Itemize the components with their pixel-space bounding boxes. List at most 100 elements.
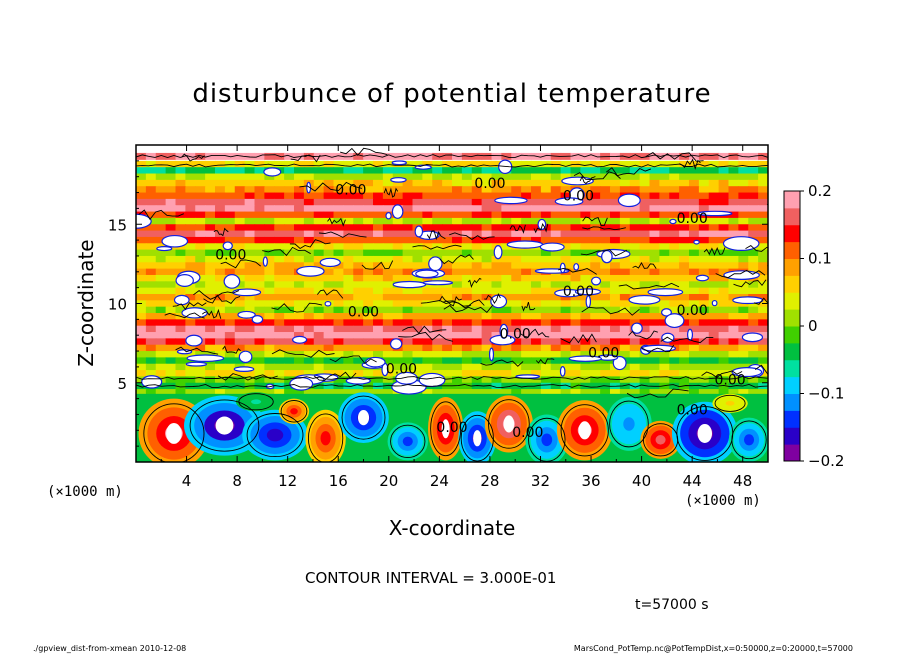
band-cell — [422, 338, 433, 346]
band-cell — [323, 293, 335, 301]
contour-label: 0.00 — [588, 346, 619, 362]
band-cell — [412, 167, 423, 175]
band-cell — [254, 268, 265, 276]
band-cell — [531, 205, 542, 213]
white-patch — [263, 167, 282, 177]
contour-line — [645, 152, 704, 162]
band-cell — [323, 306, 335, 314]
band-cell — [698, 293, 710, 301]
band-cell — [165, 255, 177, 263]
white-patch — [693, 239, 700, 245]
band-cell — [570, 152, 581, 160]
band-cell — [580, 249, 591, 257]
band-cell — [254, 281, 265, 289]
band-cell — [550, 274, 562, 282]
contour-line — [626, 388, 689, 399]
band-cell — [600, 262, 611, 270]
band-cell — [234, 389, 246, 397]
white-patch — [731, 367, 763, 378]
band-cell — [481, 344, 493, 352]
band-cell — [511, 325, 522, 333]
band-cell — [323, 224, 335, 232]
band-cell — [600, 186, 611, 194]
band-cell — [748, 192, 759, 200]
band-cell — [323, 179, 335, 187]
band-cell — [501, 262, 512, 270]
band-cell — [195, 363, 206, 371]
white-patch — [223, 274, 241, 289]
band-cell — [540, 319, 552, 327]
band-cell — [698, 306, 710, 314]
band-cell — [580, 236, 591, 244]
band-cell — [234, 268, 246, 276]
band-cell — [333, 186, 344, 194]
band-cell — [748, 160, 759, 168]
vortex-core — [697, 423, 713, 443]
band-cell — [698, 192, 710, 200]
band-cell — [442, 255, 453, 263]
white-patches — [136, 159, 765, 395]
contour-label: 0.00 — [474, 176, 505, 192]
band-cell — [521, 205, 532, 213]
band-cell — [659, 167, 670, 175]
band-cell — [303, 205, 315, 213]
band-cell — [392, 255, 404, 263]
band-cell — [758, 262, 768, 270]
band-cell — [432, 198, 443, 206]
band-cell — [412, 338, 423, 346]
band-cell — [590, 173, 601, 181]
band-cell — [412, 313, 423, 320]
band-cell — [274, 300, 285, 308]
contour-line — [606, 167, 652, 177]
band-cell — [689, 274, 700, 282]
band-cell — [373, 376, 384, 384]
band-cell — [175, 319, 186, 327]
band-cell — [758, 344, 768, 352]
band-cell — [452, 274, 463, 282]
band-cell — [679, 293, 690, 301]
band-cell — [234, 211, 246, 219]
band-cell — [550, 186, 562, 194]
band-cell — [323, 363, 335, 371]
band-cell — [649, 186, 660, 194]
band-cell — [155, 217, 167, 225]
band-cell — [521, 179, 532, 187]
colorbar-swatch — [784, 207, 800, 226]
band-cell — [679, 255, 690, 263]
band-cell — [718, 287, 730, 295]
band-cell — [294, 332, 305, 339]
band-cell — [353, 211, 364, 219]
band-cell — [580, 338, 591, 346]
band-cell — [442, 179, 453, 187]
band-cell — [540, 281, 552, 289]
band-cell — [195, 243, 206, 251]
band-cell — [540, 205, 552, 213]
band-cell — [373, 160, 384, 168]
band-cell — [610, 293, 621, 301]
band-cell — [659, 351, 670, 358]
band-cell — [511, 382, 522, 390]
band-cell — [728, 211, 739, 219]
band-cell — [264, 344, 275, 352]
band-cell — [284, 198, 295, 206]
band-cell — [580, 255, 591, 263]
band-cell — [254, 236, 265, 244]
band-cell — [521, 363, 532, 371]
band-cell — [452, 186, 463, 194]
contour-line — [582, 216, 608, 227]
band-cell — [175, 173, 186, 181]
band-cell — [550, 325, 562, 333]
band-cell — [728, 160, 739, 168]
band-cell — [649, 376, 660, 384]
band-cell — [432, 274, 443, 282]
colorbar-tick-label: 0.2 — [808, 182, 832, 200]
band-cell — [580, 167, 591, 175]
band-cell — [373, 389, 384, 397]
band-cell — [521, 344, 532, 352]
band-cell — [698, 313, 710, 320]
band-cell — [234, 281, 246, 289]
band-cell — [718, 332, 730, 339]
colorbar-swatch — [784, 359, 800, 378]
band-cell — [412, 370, 423, 378]
band-cell — [452, 179, 463, 187]
